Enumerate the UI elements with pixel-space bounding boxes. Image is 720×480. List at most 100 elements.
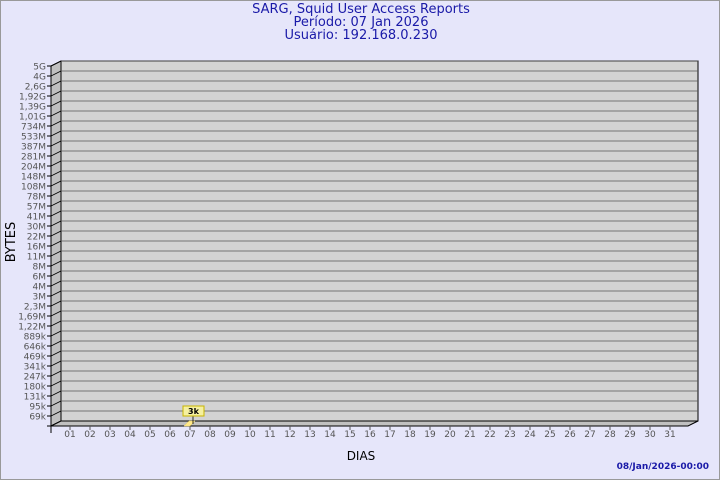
x-tick-label: 19	[424, 430, 436, 440]
x-tick-label: 30	[644, 430, 656, 440]
x-tick-label: 20	[444, 430, 456, 440]
x-tick-label: 11	[264, 430, 275, 440]
x-tick-label: 25	[544, 430, 555, 440]
y-tick-label: 2,6G	[25, 83, 46, 93]
y-tick-label: 22M	[27, 233, 46, 243]
gridline-side	[50, 190, 62, 197]
y-tick-label: 148M	[21, 173, 46, 183]
x-tick-label: 07	[184, 430, 195, 440]
x-tick-label: 10	[244, 430, 256, 440]
gridline-side	[50, 250, 62, 257]
gridline-side	[50, 130, 62, 137]
y-tick-label: 734M	[21, 123, 46, 133]
x-tick-label: 15	[344, 430, 355, 440]
bar-day-07	[183, 420, 196, 427]
gridline-side	[50, 410, 62, 417]
y-tick-label: 281M	[21, 153, 46, 163]
gridline-side	[50, 70, 62, 77]
y-tick-label: 180k	[24, 383, 47, 393]
timestamp: 08/Jan/2026-00:00	[616, 462, 709, 472]
gridline-side	[50, 230, 62, 237]
y-tick-label: 1,92G	[19, 93, 46, 103]
gridline-side	[50, 380, 62, 387]
x-tick-label: 14	[324, 430, 336, 440]
gridline-side	[50, 390, 62, 397]
x-tick-label: 24	[524, 430, 536, 440]
gridline-side	[50, 350, 62, 357]
gridline-side	[50, 370, 62, 377]
gridline-side	[50, 340, 62, 347]
gridline-side	[50, 260, 62, 267]
data-label: 3k	[188, 407, 200, 416]
y-tick-label: 387M	[21, 143, 46, 153]
gridline-side	[50, 160, 62, 167]
gridline-side	[50, 310, 62, 317]
x-tick-label: 04	[124, 430, 136, 440]
x-tick-label: 22	[484, 430, 495, 440]
y-tick-label: 69k	[29, 413, 46, 423]
y-tick-label: 889k	[24, 333, 47, 343]
y-tick-label: 41M	[27, 213, 46, 223]
x-tick-label: 17	[384, 430, 395, 440]
x-tick-label: 02	[84, 430, 95, 440]
gridline-side	[50, 330, 62, 337]
gridline-side	[50, 220, 62, 227]
x-tick-label: 03	[104, 430, 115, 440]
y-tick-label: 469k	[24, 353, 47, 363]
x-tick-label: 26	[564, 430, 576, 440]
y-tick-label: 108M	[21, 183, 46, 193]
gridline-side	[50, 360, 62, 367]
gridline-side	[50, 140, 62, 147]
y-tick-label: 2,3M	[24, 303, 46, 313]
y-tick-label: 204M	[21, 163, 46, 173]
plot-floor	[50, 420, 699, 427]
period-label: Período: 07 Jan 2026	[293, 15, 429, 30]
chart-title: SARG, Squid User Access Reports	[252, 2, 470, 17]
y-tick-label: 6M	[33, 273, 47, 283]
x-tick-label: 18	[404, 430, 416, 440]
gridline-side	[50, 110, 62, 117]
y-tick-label: 4M	[33, 283, 47, 293]
x-tick-label: 28	[604, 430, 616, 440]
x-tick-label: 31	[664, 430, 675, 440]
x-tick-label: 16	[364, 430, 376, 440]
gridline-side	[50, 100, 62, 107]
y-tick-label: 247k	[24, 373, 47, 383]
gridline-side	[50, 270, 62, 277]
y-tick-label: 341k	[24, 363, 47, 373]
user-label: Usuário: 192.168.0.230	[284, 28, 438, 43]
y-tick-label: 30M	[27, 223, 46, 233]
x-axis-title: DIAS	[347, 449, 376, 463]
x-tick-label: 27	[584, 430, 595, 440]
x-tick-label: 13	[304, 430, 315, 440]
y-tick-label: 57M	[27, 203, 46, 213]
y-tick-label: 11M	[27, 253, 46, 263]
data-label-box	[182, 405, 205, 417]
y-tick-label: 1,69M	[18, 313, 46, 323]
gridline-side	[50, 240, 62, 247]
y-tick-label: 1,22M	[18, 323, 46, 333]
y-tick-label: 646k	[24, 343, 47, 353]
y-tick-label: 4G	[33, 73, 46, 83]
gridline-side	[50, 320, 62, 327]
y-tick-label: 5G	[33, 63, 46, 73]
x-tick-label: 06	[164, 430, 176, 440]
gridline-side	[50, 180, 62, 187]
x-tick-label: 01	[64, 430, 75, 440]
y-tick-label: 95k	[29, 403, 46, 413]
gridline-side	[50, 80, 62, 87]
x-tick-label: 23	[504, 430, 515, 440]
x-tick-label: 29	[624, 430, 636, 440]
gridline-side	[50, 120, 62, 127]
gridline-side	[50, 60, 62, 67]
gridline-side	[50, 290, 62, 297]
gridline-side	[50, 170, 62, 177]
y-tick-label: 533M	[21, 133, 46, 143]
y-tick-label: 1,39G	[19, 103, 46, 113]
x-tick-label: 08	[204, 430, 216, 440]
y-axis-title: BYTES	[4, 222, 19, 263]
gridline-side	[50, 210, 62, 217]
x-tick-label: 09	[224, 430, 236, 440]
